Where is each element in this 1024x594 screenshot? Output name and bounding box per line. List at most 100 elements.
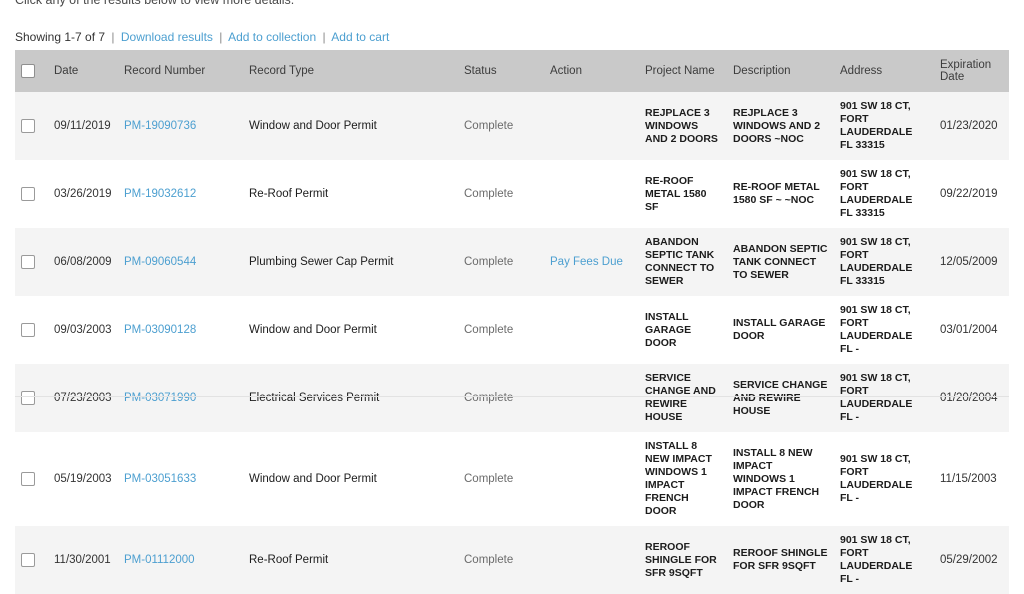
row-select-cell xyxy=(15,296,48,364)
cell-expiration-date: 01/23/2020 xyxy=(934,92,1009,160)
cell-address: 901 SW 18 CT, FORT LAUDERDALE FL 33315 xyxy=(834,160,934,228)
column-header-description[interactable]: Description xyxy=(727,50,834,92)
cell-action xyxy=(544,92,639,160)
row-checkbox[interactable] xyxy=(21,471,35,486)
column-header-address[interactable]: Address xyxy=(834,50,934,92)
table-row[interactable]: 11/30/2001 PM-01112000 Re-Roof Permit Co… xyxy=(15,526,1009,594)
cell-address: 901 SW 18 CT, FORT LAUDERDALE FL 33315 xyxy=(834,92,934,160)
row-checkbox[interactable] xyxy=(21,186,35,201)
add-to-collection-link[interactable]: Add to collection xyxy=(228,30,317,44)
row-select-cell xyxy=(15,228,48,296)
cell-status: Complete xyxy=(458,296,544,364)
cell-record-number: PM-03051633 xyxy=(118,432,243,526)
column-header-record-number[interactable]: Record Number xyxy=(118,50,243,92)
column-header-expiration-date[interactable]: Expiration Date xyxy=(934,50,1009,92)
results-table-header: Date Record Number Record Type Status Ac… xyxy=(15,50,1009,92)
cell-status: Complete xyxy=(458,160,544,228)
row-checkbox[interactable] xyxy=(21,552,35,567)
table-row[interactable]: 07/23/2003 PM-03071990 Electrical Servic… xyxy=(15,364,1009,432)
cell-record-number: PM-01112000 xyxy=(118,526,243,594)
select-all-checkbox[interactable] xyxy=(21,64,35,78)
cell-date: 09/11/2019 xyxy=(48,92,118,160)
record-number-link[interactable]: PM-03090128 xyxy=(124,323,197,336)
cell-record-number: PM-03090128 xyxy=(118,296,243,364)
record-number-link[interactable]: PM-19032612 xyxy=(124,187,197,200)
cell-address: 901 SW 18 CT, FORT LAUDERDALE FL 33315 xyxy=(834,228,934,296)
cell-record-type: Plumbing Sewer Cap Permit xyxy=(243,228,458,296)
table-row[interactable]: 06/08/2009 PM-09060544 Plumbing Sewer Ca… xyxy=(15,228,1009,296)
select-all-header-cell xyxy=(15,50,48,92)
cell-address: 901 SW 18 CT, FORT LAUDERDALE FL - xyxy=(834,296,934,364)
cell-project-name: INSTALL GARAGE DOOR xyxy=(639,296,727,364)
cell-action: Pay Fees Due xyxy=(544,228,639,296)
cell-date: 09/03/2003 xyxy=(48,296,118,364)
toolbar-separator-2: | xyxy=(219,30,223,44)
row-select-cell xyxy=(15,92,48,160)
column-header-status[interactable]: Status xyxy=(458,50,544,92)
row-checkbox[interactable] xyxy=(21,390,35,405)
cell-expiration-date: 11/15/2003 xyxy=(934,432,1009,526)
cell-status: Complete xyxy=(458,228,544,296)
cell-action xyxy=(544,432,639,526)
record-number-link[interactable]: PM-09060544 xyxy=(124,255,197,268)
record-number-link[interactable]: PM-03071990 xyxy=(124,391,197,404)
download-results-link[interactable]: Download results xyxy=(120,30,213,44)
toolbar-separator-3: | xyxy=(322,30,326,44)
cell-status: Complete xyxy=(458,92,544,160)
cell-expiration-date: 01/20/2004 xyxy=(934,364,1009,432)
row-select-cell xyxy=(15,160,48,228)
header-row: Date Record Number Record Type Status Ac… xyxy=(15,50,1009,92)
add-to-cart-link[interactable]: Add to cart xyxy=(331,30,390,44)
cell-expiration-date: 05/29/2002 xyxy=(934,526,1009,594)
cell-action xyxy=(544,526,639,594)
cell-action xyxy=(544,364,639,432)
cell-record-type: Window and Door Permit xyxy=(243,432,458,526)
cell-date: 11/30/2001 xyxy=(48,526,118,594)
row-checkbox[interactable] xyxy=(21,322,35,337)
record-number-link[interactable]: PM-03051633 xyxy=(124,472,197,485)
cell-project-name: SERVICE CHANGE AND REWIRE HOUSE xyxy=(639,364,727,432)
cell-address: 901 SW 18 CT, FORT LAUDERDALE FL - xyxy=(834,526,934,594)
results-table-body: 09/11/2019 PM-19090736 Window and Door P… xyxy=(15,92,1009,594)
cell-record-number: PM-09060544 xyxy=(118,228,243,296)
cell-project-name: REJPLACE 3 WINDOWS AND 2 DOORS xyxy=(639,92,727,160)
cell-record-number: PM-19032612 xyxy=(118,160,243,228)
cell-record-type: Window and Door Permit xyxy=(243,296,458,364)
cell-record-type: Window and Door Permit xyxy=(243,92,458,160)
cell-project-name: ABANDON SEPTIC TANK CONNECT TO SEWER xyxy=(639,228,727,296)
row-checkbox[interactable] xyxy=(21,118,35,133)
bottom-divider xyxy=(15,396,1009,397)
cell-project-name: RE-ROOF METAL 1580 SF xyxy=(639,160,727,228)
record-number-link[interactable]: PM-19090736 xyxy=(124,119,197,132)
toolbar-separator-1: | xyxy=(111,30,115,44)
results-toolbar: Showing 1-7 of 7 | Download results | Ad… xyxy=(15,30,389,44)
cell-project-name: INSTALL 8 NEW IMPACT WINDOWS 1 IMPACT FR… xyxy=(639,432,727,526)
cell-record-number: PM-03071990 xyxy=(118,364,243,432)
column-header-project-name[interactable]: Project Name xyxy=(639,50,727,92)
column-header-date[interactable]: Date xyxy=(48,50,118,92)
cell-description: SERVICE CHANGE AND REWIRE HOUSE xyxy=(727,364,834,432)
cell-status: Complete xyxy=(458,364,544,432)
cell-description: ABANDON SEPTIC TANK CONNECT TO SEWER xyxy=(727,228,834,296)
table-row[interactable]: 09/03/2003 PM-03090128 Window and Door P… xyxy=(15,296,1009,364)
column-header-record-type[interactable]: Record Type xyxy=(243,50,458,92)
cell-date: 06/08/2009 xyxy=(48,228,118,296)
table-row[interactable]: 05/19/2003 PM-03051633 Window and Door P… xyxy=(15,432,1009,526)
table-row[interactable]: 03/26/2019 PM-19032612 Re-Roof Permit Co… xyxy=(15,160,1009,228)
cell-project-name: REROOF SHINGLE FOR SFR 9SQFT xyxy=(639,526,727,594)
table-row[interactable]: 09/11/2019 PM-19090736 Window and Door P… xyxy=(15,92,1009,160)
row-checkbox[interactable] xyxy=(21,254,35,269)
record-number-link[interactable]: PM-01112000 xyxy=(124,553,195,566)
pay-fees-due-link[interactable]: Pay Fees Due xyxy=(550,255,623,268)
cell-record-type: Re-Roof Permit xyxy=(243,160,458,228)
cell-action xyxy=(544,160,639,228)
cell-description: REROOF SHINGLE FOR SFR 9SQFT xyxy=(727,526,834,594)
cell-record-type: Electrical Services Permit xyxy=(243,364,458,432)
cell-expiration-date: 09/22/2019 xyxy=(934,160,1009,228)
intro-text: Click any of the results below to view m… xyxy=(15,0,295,7)
cell-expiration-date: 03/01/2004 xyxy=(934,296,1009,364)
cell-expiration-date: 12/05/2009 xyxy=(934,228,1009,296)
column-header-action[interactable]: Action xyxy=(544,50,639,92)
cell-date: 05/19/2003 xyxy=(48,432,118,526)
cell-address: 901 SW 18 CT, FORT LAUDERDALE FL - xyxy=(834,432,934,526)
